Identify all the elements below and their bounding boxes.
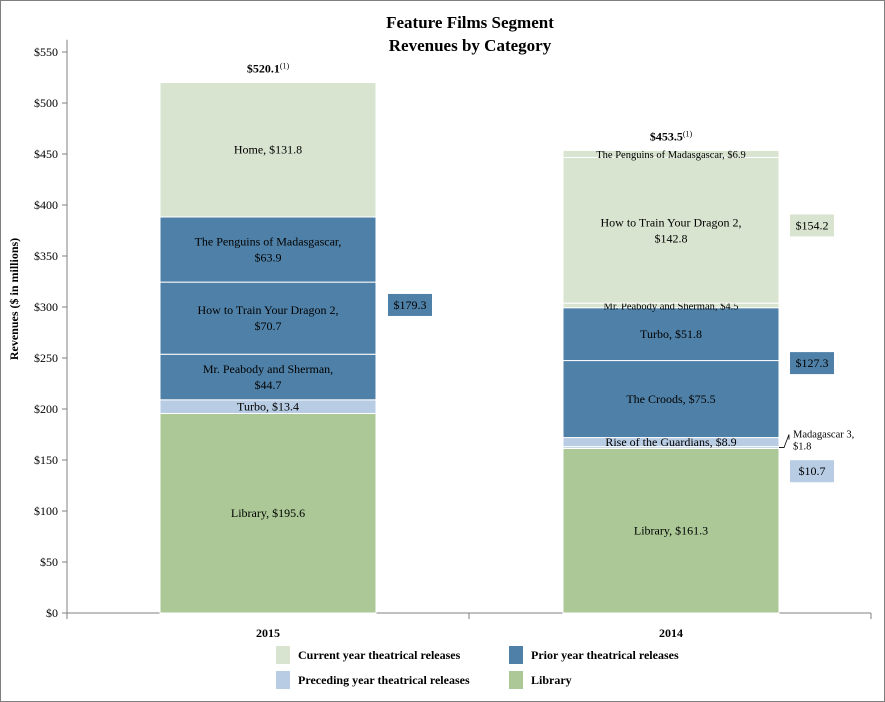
legend-swatch bbox=[276, 671, 290, 689]
bar-2015: Library, $195.6 Turbo, $13.4 Mr. Peabody a… bbox=[159, 81, 377, 614]
segment-label: $44.7 bbox=[255, 378, 282, 392]
bar-segment bbox=[562, 360, 780, 439]
bar-segment bbox=[159, 281, 377, 355]
bar-segment bbox=[159, 81, 377, 218]
segment-label: The Croods, $75.5 bbox=[626, 392, 715, 406]
segment-label: $142.8 bbox=[655, 231, 688, 245]
bars: Library, $195.6 Turbo, $13.4 Mr. Peabody a… bbox=[159, 81, 780, 614]
bar-2014: Library, $161.3 Rise of the Guardians, $8… bbox=[562, 149, 780, 614]
callout-label: Madagascar 3, bbox=[793, 430, 854, 441]
legend-swatch bbox=[276, 646, 290, 664]
total-footnote: (1) bbox=[683, 129, 693, 138]
y-tick-label: $350 bbox=[34, 249, 58, 263]
subtotal-label: $179.3 bbox=[394, 298, 427, 312]
segment-label: Library, $195.6 bbox=[231, 506, 305, 520]
subtotal-label: $127.3 bbox=[796, 356, 829, 370]
segment-label: $63.9 bbox=[255, 251, 282, 265]
segment-label: Rise of the Guardians, $8.9 bbox=[605, 435, 736, 449]
segment-label: The Penguins of Madasgascar, $6.9 bbox=[596, 150, 745, 161]
legend-item: Prior year theatrical releases bbox=[509, 646, 679, 664]
y-tick-label: $250 bbox=[34, 351, 58, 365]
legend-item: Preceding year theatrical releases bbox=[276, 671, 470, 689]
subtotal-label: $10.7 bbox=[799, 464, 826, 478]
legend: Current year theatrical releases Prior ye… bbox=[276, 646, 679, 689]
y-tick-label: $300 bbox=[34, 300, 58, 314]
y-tick-label: $200 bbox=[34, 402, 58, 416]
segment-label: Mr. Peabody and Sherman, bbox=[203, 362, 333, 376]
y-tick-label: $100 bbox=[34, 504, 58, 518]
segment-label: How to Train Your Dragon 2, bbox=[600, 215, 741, 229]
bar-segment bbox=[159, 353, 377, 401]
segment-label: Home, $131.8 bbox=[234, 143, 302, 157]
subtotal-label: $154.2 bbox=[796, 218, 829, 232]
legend-label: Current year theatrical releases bbox=[298, 648, 461, 662]
bar-segment bbox=[562, 307, 780, 362]
subtotal-box bbox=[388, 293, 432, 316]
chart-subtitle: Revenues by Category bbox=[389, 36, 552, 55]
y-tick-label: $550 bbox=[34, 45, 58, 59]
chart-title: Feature Films Segment bbox=[386, 13, 554, 32]
subtotal-box bbox=[790, 460, 834, 483]
bar-segment bbox=[562, 149, 780, 158]
axes: $0 $50 $100 $150 $200 $250 $300 $350 $400 $450 $50… bbox=[34, 39, 872, 640]
bar-segment bbox=[159, 216, 377, 283]
x-tick-label: 2015 bbox=[256, 626, 280, 640]
total-label: $520.1(1) bbox=[247, 61, 290, 75]
y-tick-label: $50 bbox=[40, 555, 58, 569]
legend-label: Preceding year theatrical releases bbox=[298, 673, 470, 687]
legend-label: Prior year theatrical releases bbox=[531, 648, 679, 662]
y-tick-label: $0 bbox=[46, 606, 58, 620]
annotations: $520.1(1) $179.3 $453.5(1) $154.2 $127.3 $10.… bbox=[247, 61, 854, 483]
total-footnote: (1) bbox=[280, 61, 290, 70]
subtotal-box bbox=[790, 352, 834, 375]
segment-label: Mr. Peabody and Sherman, $4.5 bbox=[603, 301, 738, 312]
total-label: $453.5(1) bbox=[650, 129, 693, 143]
y-tick-label: $500 bbox=[34, 96, 58, 110]
legend-swatch bbox=[509, 671, 523, 689]
bar-segment bbox=[159, 412, 377, 614]
segment-label: The Penguins of Madasgascar, bbox=[195, 235, 342, 249]
callout-leader-line bbox=[779, 434, 790, 448]
segment-label: Turbo, $13.4 bbox=[237, 400, 299, 414]
segment-label: $70.7 bbox=[255, 319, 282, 333]
y-tick-label: $150 bbox=[34, 453, 58, 467]
bar-segment bbox=[562, 156, 780, 304]
subtotal-box bbox=[790, 214, 834, 237]
y-tick-label: $450 bbox=[34, 147, 58, 161]
y-tick-label: $400 bbox=[34, 198, 58, 212]
legend-swatch bbox=[509, 646, 523, 664]
segment-label: Library, $161.3 bbox=[634, 524, 708, 538]
legend-item: Current year theatrical releases bbox=[276, 646, 461, 664]
segment-label: Turbo, $51.8 bbox=[640, 327, 702, 341]
segment-label: How to Train Your Dragon 2, bbox=[197, 303, 338, 317]
callout-label: $1.8 bbox=[793, 442, 811, 453]
legend-item: Library bbox=[509, 671, 572, 689]
legend-label: Library bbox=[531, 673, 572, 687]
y-axis-title: Revenues ($ in millions) bbox=[7, 238, 21, 360]
x-tick-label: 2014 bbox=[659, 626, 683, 640]
